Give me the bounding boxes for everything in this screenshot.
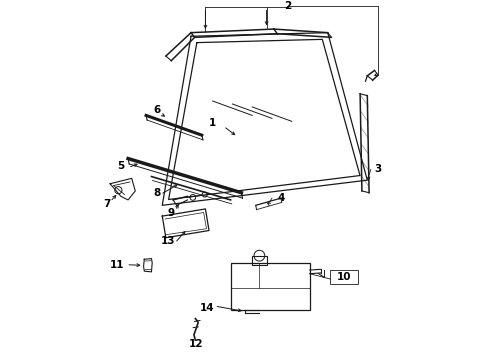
Text: 9: 9 [168, 207, 175, 217]
Text: 5: 5 [117, 161, 124, 171]
Text: 7: 7 [103, 198, 110, 208]
Text: 14: 14 [200, 303, 215, 313]
Text: 4: 4 [277, 193, 285, 203]
Text: 1: 1 [209, 118, 216, 127]
Text: 11: 11 [110, 260, 124, 270]
Bar [252, 256, 267, 265]
Bar [330, 270, 358, 284]
Text: 8: 8 [153, 188, 161, 198]
Bar [231, 263, 310, 310]
Text: 2: 2 [285, 1, 292, 12]
Text: 13: 13 [160, 236, 175, 246]
Text: 6: 6 [153, 105, 161, 115]
Text: 3: 3 [374, 165, 382, 174]
Text: 12: 12 [189, 339, 204, 349]
Text: 10: 10 [337, 272, 351, 282]
